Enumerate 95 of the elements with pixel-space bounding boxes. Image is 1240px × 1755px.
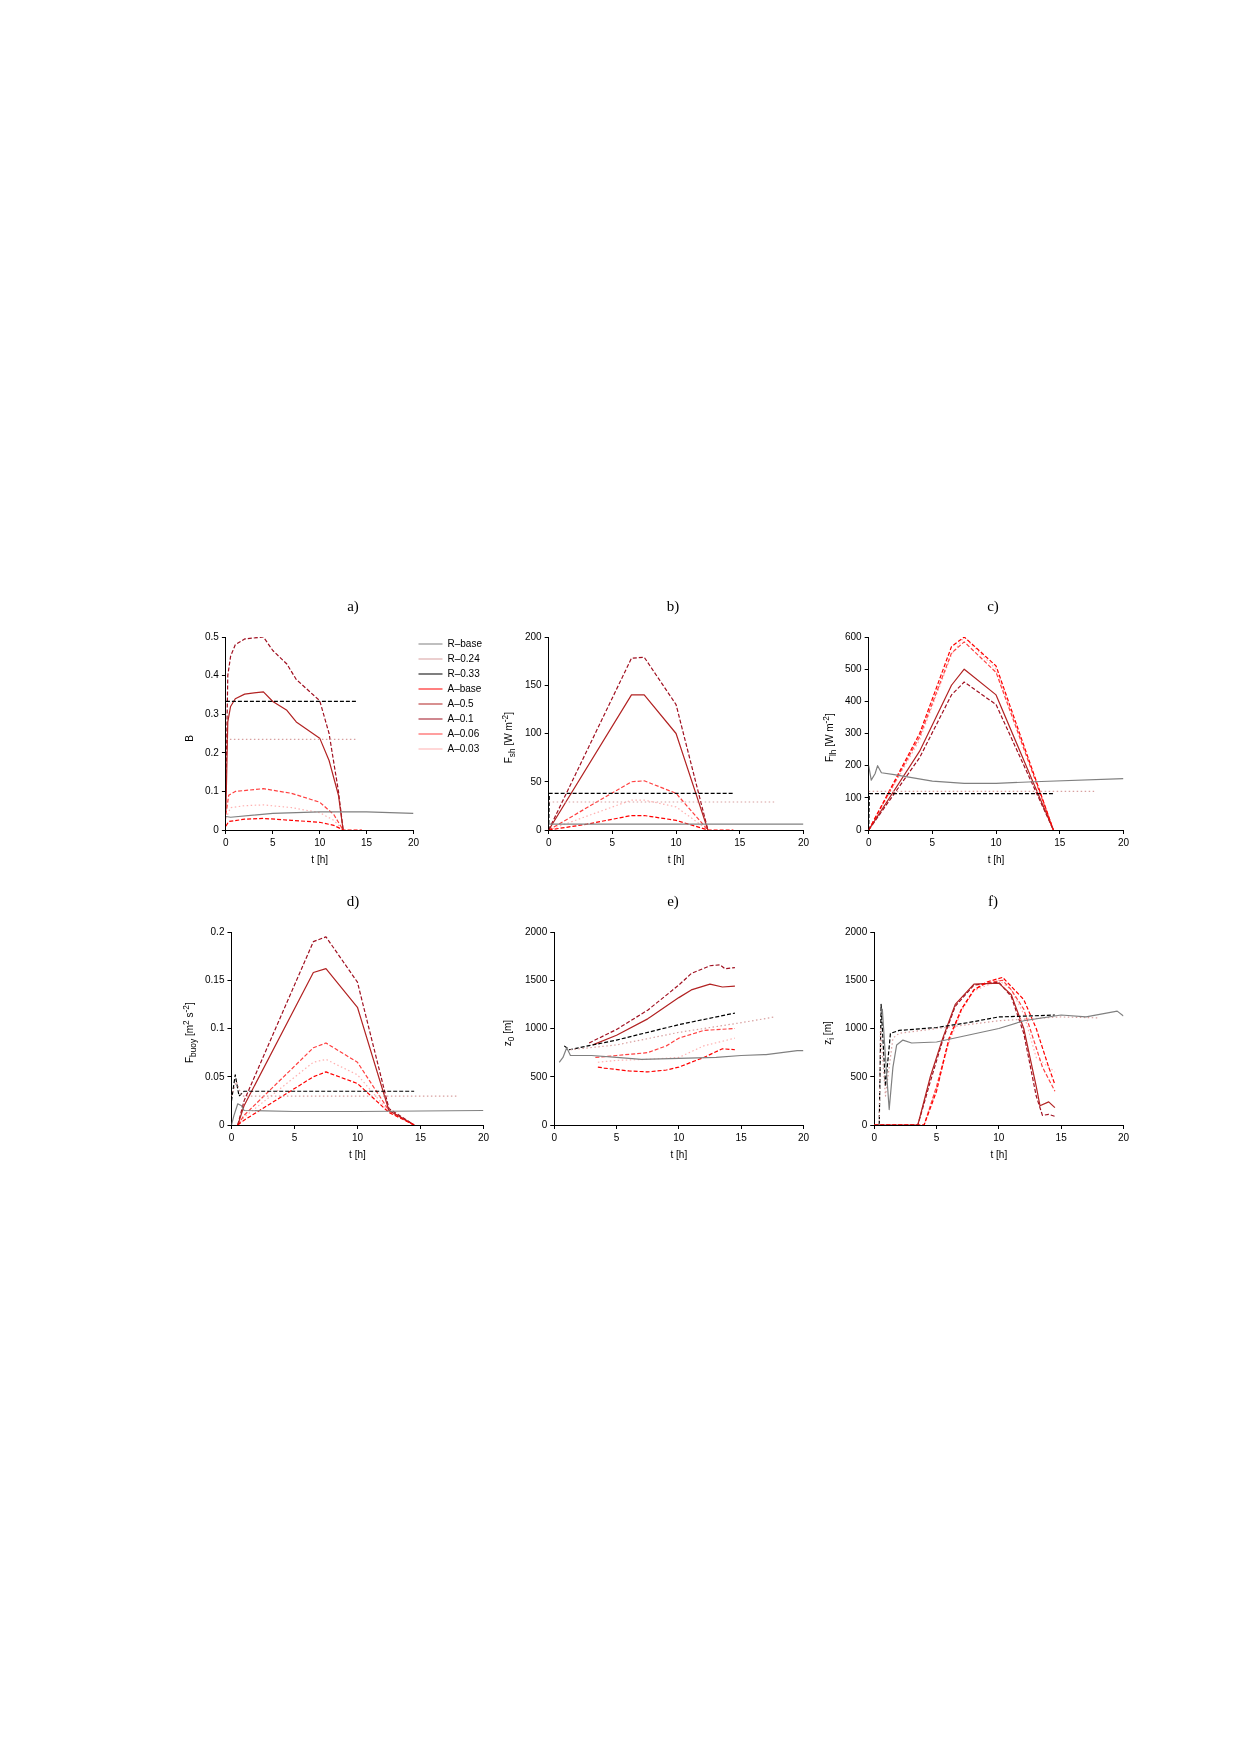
- x-axis-title: t [h]: [349, 1148, 366, 1160]
- line-series: [878, 1003, 1056, 1125]
- x-tick-label: 10: [673, 1131, 685, 1143]
- line-series: [878, 1016, 1100, 1125]
- x-tick-label: 15: [414, 1131, 427, 1143]
- line-series: [225, 788, 344, 830]
- chart-title: e): [666, 893, 680, 910]
- legend-label: A–0.03: [447, 742, 480, 754]
- y-tick-label: 100: [525, 727, 543, 739]
- chart-title: f): [987, 893, 999, 910]
- line-series: [225, 817, 363, 830]
- x-axis-title: t [h]: [311, 853, 329, 865]
- x-tick-label: 10: [314, 836, 326, 848]
- y-tick-label: 0.2: [205, 746, 220, 758]
- x-tick-label: 15: [361, 836, 373, 848]
- chart-title: d): [345, 893, 361, 910]
- x-tick-label: 5: [929, 836, 936, 848]
- legend-label: A–0.06: [447, 727, 480, 739]
- x-axis-title: t [h]: [667, 853, 685, 865]
- y-tick-label: 0.4: [205, 669, 220, 681]
- y-tick-label: 0: [213, 823, 220, 835]
- x-tick-label: 5: [270, 836, 277, 848]
- x-tick-label: 0: [228, 1131, 235, 1143]
- y-tick-label: 200: [525, 630, 543, 642]
- y-axis-title: B: [183, 734, 195, 742]
- y-tick-label: 300: [845, 727, 863, 739]
- line-series: [548, 814, 734, 830]
- y-tick-label: 50: [530, 775, 543, 787]
- y-tick-label: 1000: [525, 1022, 548, 1034]
- y-tick-label: 100: [845, 791, 863, 803]
- line-series: [548, 780, 709, 830]
- line-series: [597, 1048, 736, 1073]
- y-tick-label: 0: [541, 1118, 548, 1130]
- line-series: [594, 1027, 736, 1059]
- y-tick-label: 600: [845, 630, 863, 642]
- x-tick-label: 20: [1117, 1131, 1130, 1143]
- y-tick-label: 400: [845, 695, 863, 707]
- chart-title: b): [665, 598, 681, 615]
- x-axis-title: t [h]: [987, 853, 1005, 865]
- x-tick-label: 0: [871, 1131, 878, 1143]
- line-series: [569, 1016, 776, 1051]
- y-tick-label: 0.05: [204, 1070, 225, 1082]
- y-tick-label: 500: [845, 662, 863, 674]
- legend-label: A–base: [447, 682, 482, 694]
- legend-label: R–0.33: [447, 667, 481, 679]
- y-tick-label: 0: [856, 823, 863, 835]
- y-tick-label: 0.1: [205, 785, 220, 797]
- x-tick-label: 15: [1055, 1131, 1068, 1143]
- line-series: [563, 1012, 736, 1051]
- x-tick-label: 5: [613, 1131, 620, 1143]
- x-tick-label: 15: [1054, 836, 1066, 848]
- x-tick-label: 20: [477, 1131, 490, 1143]
- y-tick-label: 200: [845, 759, 863, 771]
- x-tick-label: 10: [993, 1131, 1005, 1143]
- y-tick-label: 0.5: [205, 630, 220, 642]
- line-series: [588, 964, 736, 1044]
- x-tick-label: 20: [797, 836, 810, 848]
- x-tick-label: 15: [734, 836, 746, 848]
- line-series: [225, 804, 344, 830]
- y-tick-label: 1500: [525, 974, 548, 985]
- chart-title: a): [346, 598, 360, 615]
- line-series: [237, 1071, 415, 1125]
- y-tick-label: 2000: [525, 925, 548, 937]
- x-axis-title: t [h]: [670, 1148, 688, 1160]
- line-series: [548, 656, 709, 830]
- y-tick-label: 1000: [845, 1022, 868, 1034]
- x-tick-label: 20: [1117, 836, 1130, 848]
- y-tick-label: 2000: [845, 925, 868, 937]
- x-tick-label: 10: [990, 836, 1003, 848]
- y-tick-label: 0.1: [210, 1022, 225, 1034]
- x-tick-label: 10: [351, 1131, 364, 1143]
- legend-label: R–0.24: [447, 652, 481, 664]
- y-tick-label: 0.2: [210, 925, 225, 937]
- x-tick-label: 15: [735, 1131, 748, 1143]
- y-tick-label: 150: [525, 679, 543, 690]
- y-tick-label: 0: [861, 1118, 868, 1130]
- legend-label: A–0.5: [447, 697, 475, 709]
- y-tick-label: 0.3: [205, 707, 220, 719]
- x-tick-label: 20: [797, 1131, 810, 1143]
- chart-title: c): [986, 598, 1000, 615]
- legend-label: A–0.1: [447, 712, 475, 724]
- x-tick-label: 10: [670, 836, 683, 848]
- y-tick-label: 0: [218, 1118, 225, 1130]
- y-tick-label: 0: [536, 823, 543, 835]
- legend-label: R–base: [447, 637, 483, 649]
- y-tick-label: 500: [850, 1070, 868, 1082]
- x-tick-label: 5: [609, 836, 616, 848]
- y-tick-label: 500: [530, 1070, 548, 1082]
- x-tick-label: 0: [551, 1131, 558, 1143]
- y-tick-label: 1500: [845, 974, 868, 985]
- x-tick-label: 5: [291, 1131, 298, 1143]
- x-tick-label: 20: [407, 836, 420, 848]
- x-axis-title: t [h]: [990, 1148, 1008, 1160]
- y-tick-label: 0.15: [204, 974, 225, 985]
- x-tick-label: 5: [933, 1131, 940, 1143]
